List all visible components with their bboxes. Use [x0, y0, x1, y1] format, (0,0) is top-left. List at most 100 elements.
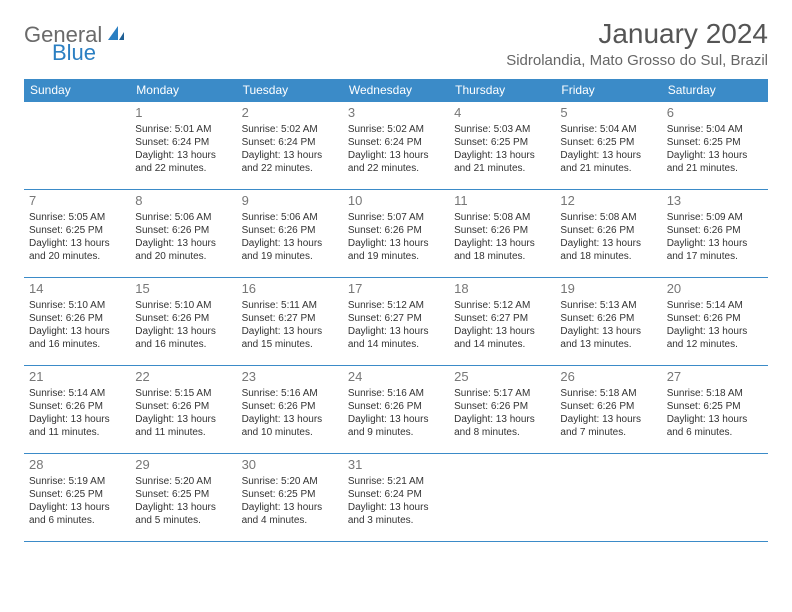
day-info: Sunrise: 5:03 AMSunset: 6:25 PMDaylight:…	[454, 123, 550, 175]
day-number: 1	[135, 105, 231, 122]
day-number: 9	[242, 193, 338, 210]
day-info: Sunrise: 5:21 AMSunset: 6:24 PMDaylight:…	[348, 475, 444, 527]
day-number: 2	[242, 105, 338, 122]
calendar-day-cell: 3Sunrise: 5:02 AMSunset: 6:24 PMDaylight…	[343, 102, 449, 190]
day-info: Sunrise: 5:18 AMSunset: 6:25 PMDaylight:…	[667, 387, 763, 439]
day-number: 18	[454, 281, 550, 298]
day-number: 22	[135, 369, 231, 386]
calendar-day-cell: 12Sunrise: 5:08 AMSunset: 6:26 PMDayligh…	[555, 190, 661, 278]
calendar-day-cell: 6Sunrise: 5:04 AMSunset: 6:25 PMDaylight…	[662, 102, 768, 190]
day-info: Sunrise: 5:10 AMSunset: 6:26 PMDaylight:…	[135, 299, 231, 351]
day-info: Sunrise: 5:06 AMSunset: 6:26 PMDaylight:…	[242, 211, 338, 263]
day-info: Sunrise: 5:14 AMSunset: 6:26 PMDaylight:…	[667, 299, 763, 351]
calendar-week-row: 14 Sunrise: 5:10 AMSunset: 6:26 PMDayligh…	[24, 278, 768, 366]
header: General January 2024 Sidrolandia, Mato G…	[24, 18, 768, 69]
weekday-header: Saturday	[662, 79, 768, 102]
calendar-day-cell: 25Sunrise: 5:17 AMSunset: 6:26 PMDayligh…	[449, 366, 555, 454]
day-number: 17	[348, 281, 444, 298]
day-info: Sunrise: 5:11 AMSunset: 6:27 PMDaylight:…	[242, 299, 338, 351]
calendar-day-cell: 28Sunrise: 5:19 AMSunset: 6:25 PMDayligh…	[24, 454, 130, 542]
day-info: Sunrise: 5:06 AMSunset: 6:26 PMDaylight:…	[135, 211, 231, 263]
logo-sail-icon	[106, 24, 126, 47]
day-number: 12	[560, 193, 656, 210]
day-number: 28	[29, 457, 125, 474]
calendar-day-cell	[24, 102, 130, 190]
calendar-body: 1Sunrise: 5:01 AMSunset: 6:24 PMDaylight…	[24, 102, 768, 542]
day-number: 30	[242, 457, 338, 474]
day-number: 4	[454, 105, 550, 122]
calendar-day-cell: 30Sunrise: 5:20 AMSunset: 6:25 PMDayligh…	[237, 454, 343, 542]
calendar-day-cell: 29Sunrise: 5:20 AMSunset: 6:25 PMDayligh…	[130, 454, 236, 542]
calendar-day-cell: 9Sunrise: 5:06 AMSunset: 6:26 PMDaylight…	[237, 190, 343, 278]
day-info: Sunrise: 5:01 AMSunset: 6:24 PMDaylight:…	[135, 123, 231, 175]
weekday-header: Sunday	[24, 79, 130, 102]
day-number: 6	[667, 105, 763, 122]
day-number: 7	[29, 193, 125, 210]
day-info: Sunrise: 5:12 AMSunset: 6:27 PMDaylight:…	[348, 299, 444, 351]
calendar-day-cell: 20Sunrise: 5:14 AMSunset: 6:26 PMDayligh…	[662, 278, 768, 366]
calendar-day-cell: 7Sunrise: 5:05 AMSunset: 6:25 PMDaylight…	[24, 190, 130, 278]
day-number: 27	[667, 369, 763, 386]
logo-line2: Blue	[24, 40, 96, 66]
day-number: 26	[560, 369, 656, 386]
weekday-header: Monday	[130, 79, 236, 102]
calendar-day-cell: 8Sunrise: 5:06 AMSunset: 6:26 PMDaylight…	[130, 190, 236, 278]
location: Sidrolandia, Mato Grosso do Sul, Brazil	[506, 52, 768, 69]
day-number: 15	[135, 281, 231, 298]
day-number: 21	[29, 369, 125, 386]
day-number: 3	[348, 105, 444, 122]
month-title: January 2024	[506, 18, 768, 50]
calendar-day-cell: 17Sunrise: 5:12 AMSunset: 6:27 PMDayligh…	[343, 278, 449, 366]
calendar-day-cell	[449, 454, 555, 542]
calendar-week-row: 7Sunrise: 5:05 AMSunset: 6:25 PMDaylight…	[24, 190, 768, 278]
weekday-header: Thursday	[449, 79, 555, 102]
day-info: Sunrise: 5:09 AMSunset: 6:26 PMDaylight:…	[667, 211, 763, 263]
day-info: Sunrise: 5:07 AMSunset: 6:26 PMDaylight:…	[348, 211, 444, 263]
calendar-day-cell: 1Sunrise: 5:01 AMSunset: 6:24 PMDaylight…	[130, 102, 236, 190]
calendar-header-row: SundayMondayTuesdayWednesdayThursdayFrid…	[24, 79, 768, 102]
calendar-week-row: 1Sunrise: 5:01 AMSunset: 6:24 PMDaylight…	[24, 102, 768, 190]
weekday-header: Friday	[555, 79, 661, 102]
day-number: 11	[454, 193, 550, 210]
day-info: Sunrise: 5:15 AMSunset: 6:26 PMDaylight:…	[135, 387, 231, 439]
calendar-table: SundayMondayTuesdayWednesdayThursdayFrid…	[24, 79, 768, 542]
logo-text-blue: Blue	[52, 40, 96, 65]
calendar-week-row: 28Sunrise: 5:19 AMSunset: 6:25 PMDayligh…	[24, 454, 768, 542]
day-info: Sunrise: 5:04 AMSunset: 6:25 PMDaylight:…	[667, 123, 763, 175]
calendar-day-cell: 4Sunrise: 5:03 AMSunset: 6:25 PMDaylight…	[449, 102, 555, 190]
calendar-day-cell: 16Sunrise: 5:11 AMSunset: 6:27 PMDayligh…	[237, 278, 343, 366]
calendar-day-cell: 21Sunrise: 5:14 AMSunset: 6:26 PMDayligh…	[24, 366, 130, 454]
day-number: 31	[348, 457, 444, 474]
calendar-day-cell: 2Sunrise: 5:02 AMSunset: 6:24 PMDaylight…	[237, 102, 343, 190]
day-info: Sunrise: 5:02 AMSunset: 6:24 PMDaylight:…	[242, 123, 338, 175]
day-info: Sunrise: 5:20 AMSunset: 6:25 PMDaylight:…	[135, 475, 231, 527]
calendar-day-cell: 15Sunrise: 5:10 AMSunset: 6:26 PMDayligh…	[130, 278, 236, 366]
title-block: January 2024 Sidrolandia, Mato Grosso do…	[506, 18, 768, 69]
calendar-day-cell: 13Sunrise: 5:09 AMSunset: 6:26 PMDayligh…	[662, 190, 768, 278]
calendar-day-cell: 14Sunrise: 5:10 AMSunset: 6:26 PMDayligh…	[24, 278, 130, 366]
calendar-day-cell: 5Sunrise: 5:04 AMSunset: 6:25 PMDaylight…	[555, 102, 661, 190]
calendar-day-cell: 27Sunrise: 5:18 AMSunset: 6:25 PMDayligh…	[662, 366, 768, 454]
calendar-week-row: 21Sunrise: 5:14 AMSunset: 6:26 PMDayligh…	[24, 366, 768, 454]
day-number: 10	[348, 193, 444, 210]
weekday-header: Wednesday	[343, 79, 449, 102]
calendar-day-cell: 19Sunrise: 5:13 AMSunset: 6:26 PMDayligh…	[555, 278, 661, 366]
calendar-day-cell: 31Sunrise: 5:21 AMSunset: 6:24 PMDayligh…	[343, 454, 449, 542]
day-number: 14	[29, 281, 125, 298]
day-info: Sunrise: 5:17 AMSunset: 6:26 PMDaylight:…	[454, 387, 550, 439]
calendar-day-cell: 24Sunrise: 5:16 AMSunset: 6:26 PMDayligh…	[343, 366, 449, 454]
day-number: 24	[348, 369, 444, 386]
calendar-day-cell: 23Sunrise: 5:16 AMSunset: 6:26 PMDayligh…	[237, 366, 343, 454]
day-info: Sunrise: 5:20 AMSunset: 6:25 PMDaylight:…	[242, 475, 338, 527]
calendar-day-cell	[555, 454, 661, 542]
calendar-day-cell: 10Sunrise: 5:07 AMSunset: 6:26 PMDayligh…	[343, 190, 449, 278]
calendar-day-cell	[662, 454, 768, 542]
day-info: Sunrise: 5:14 AMSunset: 6:26 PMDaylight:…	[29, 387, 125, 439]
weekday-header: Tuesday	[237, 79, 343, 102]
day-number: 25	[454, 369, 550, 386]
day-number: 13	[667, 193, 763, 210]
day-info: Sunrise: 5:02 AMSunset: 6:24 PMDaylight:…	[348, 123, 444, 175]
day-info: Sunrise: 5:08 AMSunset: 6:26 PMDaylight:…	[454, 211, 550, 263]
day-number: 29	[135, 457, 231, 474]
calendar-day-cell: 11Sunrise: 5:08 AMSunset: 6:26 PMDayligh…	[449, 190, 555, 278]
